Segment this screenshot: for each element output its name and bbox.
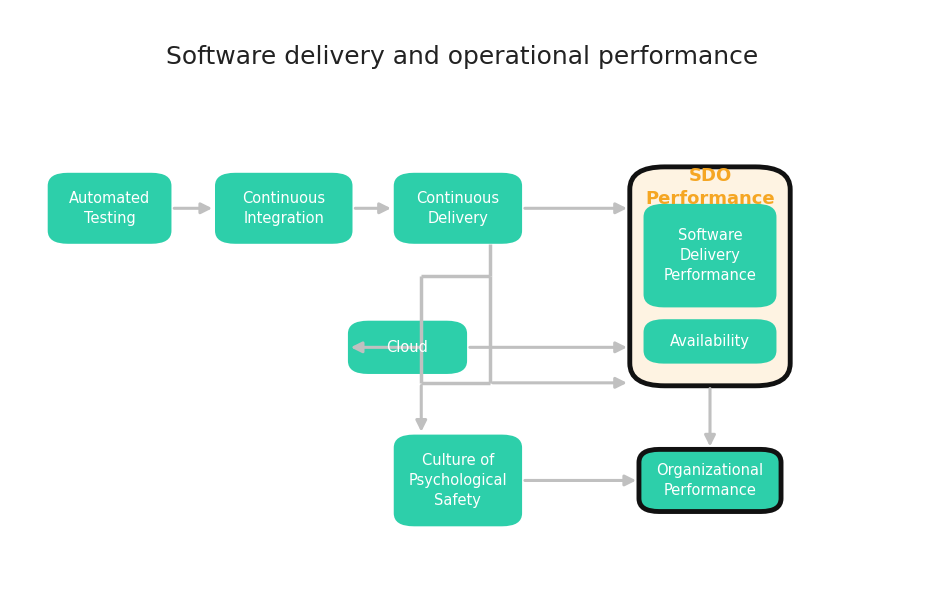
Text: Continuous
Delivery: Continuous Delivery [416, 191, 500, 226]
FancyBboxPatch shape [644, 204, 776, 307]
Text: SDO
Performance: SDO Performance [646, 167, 775, 208]
FancyBboxPatch shape [630, 167, 790, 386]
Text: Culture of
Psychological
Safety: Culture of Psychological Safety [409, 453, 507, 508]
Text: Cloud: Cloud [387, 340, 428, 355]
Text: Availability: Availability [670, 334, 750, 349]
Text: Software
Delivery
Performance: Software Delivery Performance [663, 229, 757, 283]
FancyBboxPatch shape [394, 434, 522, 526]
FancyBboxPatch shape [644, 319, 776, 364]
Text: Automated
Testing: Automated Testing [69, 191, 150, 226]
FancyBboxPatch shape [48, 173, 171, 244]
FancyBboxPatch shape [348, 321, 467, 374]
FancyBboxPatch shape [394, 173, 522, 244]
Text: Software delivery and operational performance: Software delivery and operational perfor… [166, 46, 758, 70]
FancyBboxPatch shape [215, 173, 352, 244]
FancyBboxPatch shape [639, 449, 781, 512]
Text: Organizational
Performance: Organizational Performance [657, 463, 763, 498]
Text: Continuous
Integration: Continuous Integration [242, 191, 326, 226]
